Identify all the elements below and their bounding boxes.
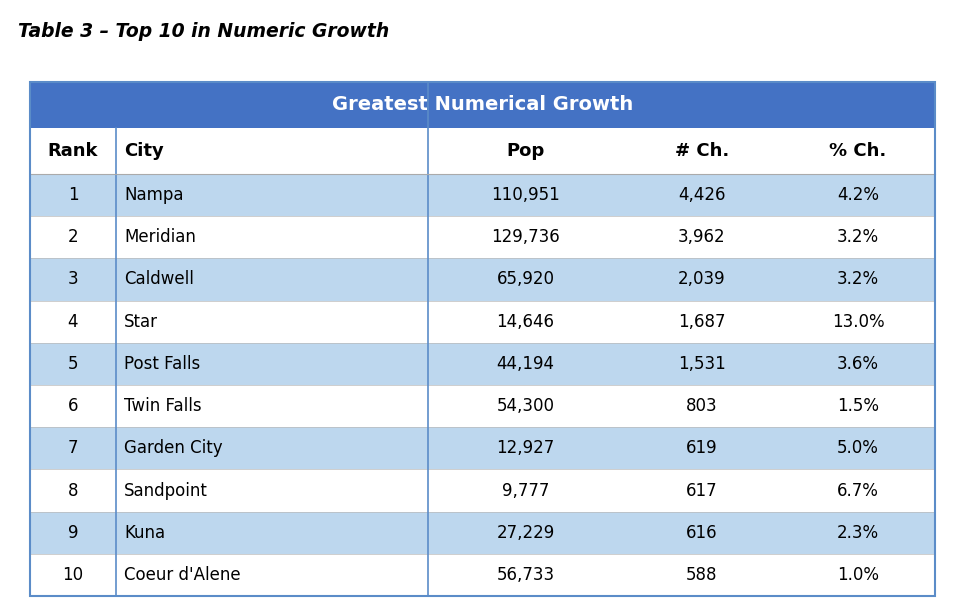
Text: 3: 3 [67, 271, 79, 289]
Text: 9,777: 9,777 [502, 481, 549, 500]
Bar [30, 174, 935, 216]
Text: Caldwell: Caldwell [124, 271, 194, 289]
Bar [30, 554, 935, 596]
Text: 1,687: 1,687 [678, 313, 726, 331]
Text: 2,039: 2,039 [678, 271, 726, 289]
Text: 110,951: 110,951 [492, 186, 560, 204]
Text: Greatest Numerical Growth: Greatest Numerical Growth [332, 95, 634, 115]
Bar [30, 216, 935, 259]
Text: 619: 619 [686, 439, 718, 457]
Text: 2: 2 [67, 228, 79, 246]
Bar [30, 469, 935, 512]
Text: Table 3 – Top 10 in Numeric Growth: Table 3 – Top 10 in Numeric Growth [18, 22, 389, 41]
Bar [30, 301, 935, 343]
Text: 9: 9 [68, 524, 78, 542]
Text: 54,300: 54,300 [496, 397, 555, 415]
Bar [30, 82, 935, 596]
Text: 44,194: 44,194 [496, 355, 555, 373]
Text: Star: Star [124, 313, 158, 331]
Text: 65,920: 65,920 [496, 271, 555, 289]
Text: Post Falls: Post Falls [124, 355, 201, 373]
Text: 4.2%: 4.2% [837, 186, 879, 204]
Text: 3,962: 3,962 [678, 228, 726, 246]
Bar [30, 343, 935, 385]
Text: 616: 616 [686, 524, 718, 542]
Text: 4,426: 4,426 [678, 186, 726, 204]
Text: 14,646: 14,646 [496, 313, 555, 331]
Text: 13.0%: 13.0% [831, 313, 884, 331]
Text: Rank: Rank [48, 142, 98, 160]
Text: 803: 803 [686, 397, 718, 415]
Text: 12,927: 12,927 [496, 439, 555, 457]
Text: 1: 1 [67, 186, 79, 204]
Text: % Ch.: % Ch. [829, 142, 887, 160]
Text: 3.6%: 3.6% [837, 355, 879, 373]
Text: 27,229: 27,229 [496, 524, 555, 542]
Text: Coeur d'Alene: Coeur d'Alene [124, 566, 241, 584]
Text: 56,733: 56,733 [496, 566, 555, 584]
Text: 588: 588 [686, 566, 718, 584]
Text: Kuna: Kuna [124, 524, 165, 542]
Text: City: City [124, 142, 164, 160]
Text: 6: 6 [68, 397, 78, 415]
Text: Twin Falls: Twin Falls [124, 397, 202, 415]
Text: 8: 8 [68, 481, 78, 500]
Text: 3.2%: 3.2% [837, 271, 879, 289]
Bar [30, 82, 935, 128]
Bar [30, 128, 935, 174]
Bar [30, 385, 935, 427]
Text: 1.0%: 1.0% [837, 566, 879, 584]
Text: 3.2%: 3.2% [837, 228, 879, 246]
Text: Pop: Pop [506, 142, 544, 160]
Text: 617: 617 [686, 481, 718, 500]
Text: 10: 10 [62, 566, 84, 584]
Bar [30, 427, 935, 469]
Bar [30, 259, 935, 301]
Text: # Ch.: # Ch. [675, 142, 729, 160]
Text: Meridian: Meridian [124, 228, 196, 246]
Text: Sandpoint: Sandpoint [124, 481, 208, 500]
Text: Nampa: Nampa [124, 186, 183, 204]
Text: 7: 7 [68, 439, 78, 457]
Text: 4: 4 [68, 313, 78, 331]
Text: 1.5%: 1.5% [837, 397, 879, 415]
Text: 5.0%: 5.0% [837, 439, 879, 457]
Text: 6.7%: 6.7% [837, 481, 879, 500]
Text: Garden City: Garden City [124, 439, 223, 457]
Text: 129,736: 129,736 [492, 228, 560, 246]
Bar [30, 512, 935, 554]
Text: 5: 5 [68, 355, 78, 373]
Text: 1,531: 1,531 [678, 355, 726, 373]
Text: 2.3%: 2.3% [837, 524, 879, 542]
